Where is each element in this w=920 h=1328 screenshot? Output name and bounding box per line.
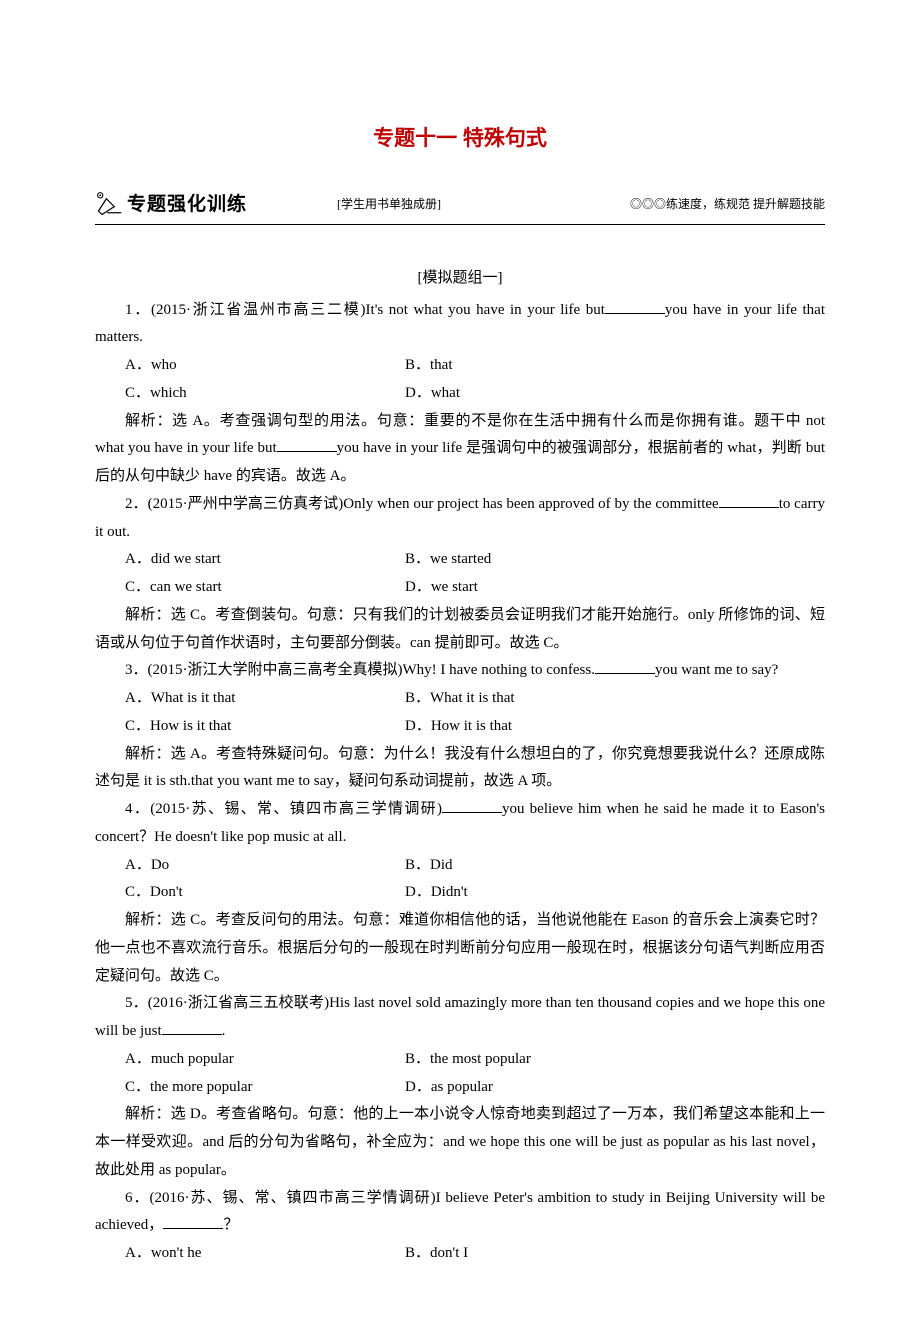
banner-label: 专题强化训练 <box>127 187 247 222</box>
blank <box>442 798 502 813</box>
q3-explanation: 解析：选 A。考查特殊疑问句。句意：为什么！我没有什么想坦白的了，你究竟想要我说… <box>95 741 825 797</box>
banner-sub: [学生用书单独成册] <box>337 193 441 215</box>
q3-opt-d: D．How it is that <box>405 713 512 741</box>
q1-stem: 1．(2015·浙江省温州市高三二模)It's not what you hav… <box>95 297 825 353</box>
q2-opt-b: B．we started <box>405 546 491 574</box>
q1-opt-c: C．which <box>125 380 405 408</box>
blank <box>163 1214 223 1229</box>
q2-options-row1: A．did we startB．we started <box>125 546 825 574</box>
q3-opt-c: C．How is it that <box>125 713 405 741</box>
q5-opt-a: A．much popular <box>125 1046 405 1074</box>
q4-opt-b: B．Did <box>405 852 453 880</box>
banner-right: ◎◎◎练速度，练规范 提升解题技能 <box>630 193 825 215</box>
q6-stem-2: ？ <box>223 1217 238 1233</box>
q4-explanation: 解析：选 C。考查反问句的用法。句意：难道你相信他的话，当他说他能在 Eason… <box>95 907 825 990</box>
q1-stem-1: 1．(2015·浙江省温州市高三二模)It's not what you hav… <box>125 302 605 318</box>
q2-opt-a: A．did we start <box>125 546 405 574</box>
q2-stem-1: 2．(2015·严州中学高三仿真考试)Only when our project… <box>125 496 719 512</box>
q1-options-row1: A．whoB．that <box>125 352 825 380</box>
q5-options-row2: C．the more popularD．as popular <box>125 1074 825 1102</box>
q5-stem-2: . <box>222 1023 226 1039</box>
q1-opt-d: D．what <box>405 380 460 408</box>
q3-options-row2: C．How is it thatD．How it is that <box>125 713 825 741</box>
q5-opt-b: B．the most popular <box>405 1046 531 1074</box>
blank <box>605 299 665 314</box>
q3-options-row1: A．What is it thatB．What it is that <box>125 685 825 713</box>
blank <box>277 437 337 452</box>
q3-opt-a: A．What is it that <box>125 685 405 713</box>
q2-options-row2: C．can we startD．we start <box>125 574 825 602</box>
q4-stem-1: 4．(2015·苏、锡、常、镇四市高三学情调研) <box>125 801 442 817</box>
q4-stem: 4．(2015·苏、锡、常、镇四市高三学情调研)you believe him … <box>95 796 825 852</box>
q6-opt-a: A．won't he <box>125 1240 405 1268</box>
q1-options-row2: C．whichD．what <box>125 380 825 408</box>
group-header: [模拟题组一] <box>95 265 825 293</box>
q2-stem: 2．(2015·严州中学高三仿真考试)Only when our project… <box>95 491 825 547</box>
blank <box>595 659 655 674</box>
q5-explanation: 解析：选 D。考查省略句。句意：他的上一本小说令人惊奇地卖到超过了一万本，我们希… <box>95 1101 825 1184</box>
banner: 专题强化训练 [学生用书单独成册] ◎◎◎练速度，练规范 提升解题技能 <box>95 187 825 225</box>
q3-stem-1: 3．(2015·浙江大学附中高三高考全真模拟)Why! I have nothi… <box>125 662 595 678</box>
q5-opt-d: D．as popular <box>405 1074 493 1102</box>
q2-opt-d: D．we start <box>405 574 478 602</box>
q5-opt-c: C．the more popular <box>125 1074 405 1102</box>
q6-opt-b: B．don't I <box>405 1240 468 1268</box>
q3-stem: 3．(2015·浙江大学附中高三高考全真模拟)Why! I have nothi… <box>95 657 825 685</box>
q4-options-row2: C．Don'tD．Didn't <box>125 879 825 907</box>
q3-opt-b: B．What it is that <box>405 685 515 713</box>
pencil-note-icon <box>95 190 123 218</box>
q6-options-row1: A．won't heB．don't I <box>125 1240 825 1268</box>
q5-options-row1: A．much popularB．the most popular <box>125 1046 825 1074</box>
blank <box>719 493 779 508</box>
q1-opt-a: A．who <box>125 352 405 380</box>
q1-explanation: 解析：选 A。考查强调句型的用法。句意：重要的不是你在生活中拥有什么而是你拥有谁… <box>95 408 825 491</box>
q6-stem: 6．(2016·苏、锡、常、镇四市高三学情调研)I believe Peter'… <box>95 1185 825 1241</box>
q2-opt-c: C．can we start <box>125 574 405 602</box>
page-title: 专题十一 特殊句式 <box>95 120 825 159</box>
q4-opt-a: A．Do <box>125 852 405 880</box>
q3-stem-2: you want me to say? <box>655 662 778 678</box>
q4-opt-c: C．Don't <box>125 879 405 907</box>
q4-options-row1: A．DoB．Did <box>125 852 825 880</box>
blank <box>162 1020 222 1035</box>
q2-explanation: 解析：选 C。考查倒装句。句意：只有我们的计划被委员会证明我们才能开始施行。on… <box>95 602 825 658</box>
q5-stem: 5．(2016·浙江省高三五校联考)His last novel sold am… <box>95 990 825 1046</box>
q4-opt-d: D．Didn't <box>405 879 468 907</box>
q1-opt-b: B．that <box>405 352 453 380</box>
